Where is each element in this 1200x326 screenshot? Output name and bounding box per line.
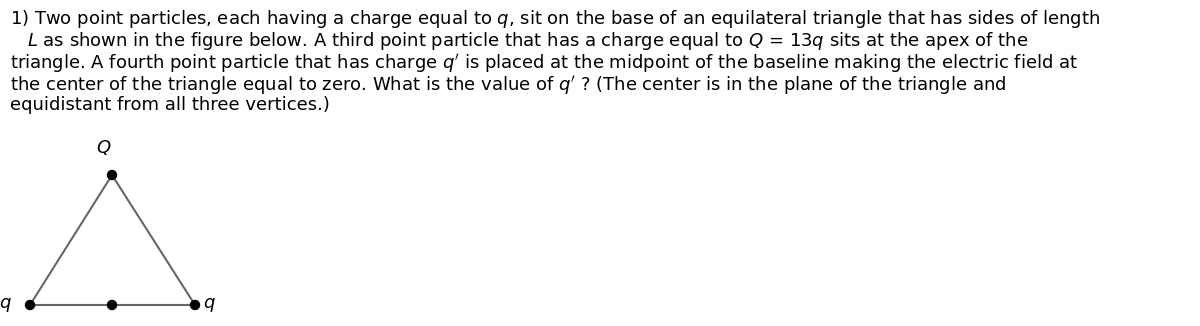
Text: $L$ as shown in the figure below. A third point particle that has a charge equal: $L$ as shown in the figure below. A thir… <box>10 30 1028 52</box>
Text: 1) Two point particles, each having a charge equal to $q$, sit on the base of an: 1) Two point particles, each having a ch… <box>10 8 1100 30</box>
Text: the center of the triangle equal to zero. What is the value of $q'$ ? (The cente: the center of the triangle equal to zero… <box>10 74 1007 97</box>
Text: $q$: $q$ <box>203 296 216 314</box>
Text: equidistant from all three vertices.): equidistant from all three vertices.) <box>10 96 330 114</box>
Text: $Q$: $Q$ <box>96 138 112 157</box>
Text: triangle. A fourth point particle that has charge $q'$ is placed at the midpoint: triangle. A fourth point particle that h… <box>10 52 1078 75</box>
Text: $q$: $q$ <box>0 296 12 314</box>
